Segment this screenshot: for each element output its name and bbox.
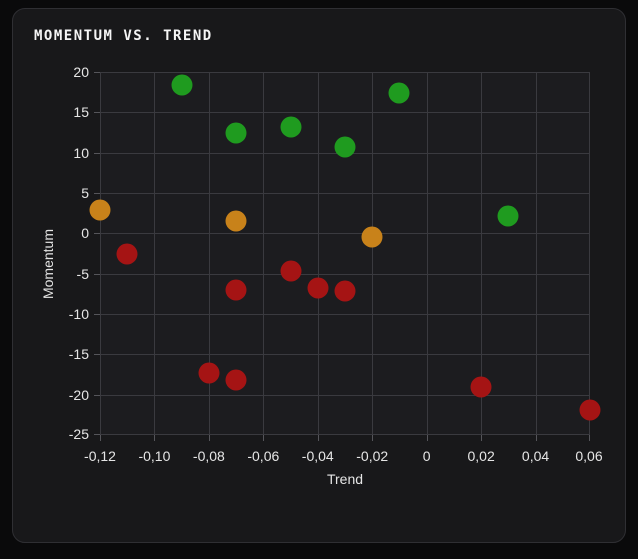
x-tick-mark xyxy=(426,435,428,441)
scatter-point-orange[interactable] xyxy=(361,226,383,248)
y-tick-mark xyxy=(94,394,100,396)
y-tick-mark xyxy=(94,273,100,275)
scatter-point-red[interactable] xyxy=(280,260,302,282)
x-tick-label: -0,02 xyxy=(356,448,389,464)
grid-line-horizontal xyxy=(100,394,590,396)
x-tick-mark xyxy=(154,435,156,441)
grid-line-horizontal xyxy=(100,112,590,114)
grid-line-horizontal xyxy=(100,434,590,435)
grid-line-horizontal xyxy=(100,233,590,235)
x-tick-mark xyxy=(372,435,374,441)
y-tick-label: -10 xyxy=(68,306,89,322)
grid-line-vertical xyxy=(100,72,101,435)
y-tick-label: -20 xyxy=(68,386,89,403)
y-tick-label: 15 xyxy=(73,104,89,121)
grid-line-horizontal xyxy=(100,193,590,194)
scatter-point-orange[interactable] xyxy=(225,210,247,232)
grid-line-vertical xyxy=(589,72,590,435)
scatter-point-red[interactable] xyxy=(225,369,247,391)
x-tick-label: -0,10 xyxy=(138,448,171,464)
x-axis-title: Trend xyxy=(326,471,364,487)
x-tick-mark xyxy=(481,435,483,441)
y-axis-title: Momentum xyxy=(40,228,56,300)
scatter-point-red[interactable] xyxy=(470,376,492,398)
grid-line-vertical xyxy=(426,72,428,435)
grid-line-vertical xyxy=(263,72,265,435)
y-tick-mark xyxy=(94,193,100,194)
x-tick-label: 0 xyxy=(422,448,431,464)
x-tick-label: -0,12 xyxy=(84,448,116,464)
scatter-point-red[interactable] xyxy=(116,243,138,264)
x-tick-label: -0,06 xyxy=(247,448,280,464)
y-tick-mark xyxy=(94,233,100,235)
grid-line-horizontal xyxy=(100,314,590,315)
y-tick-label: 0 xyxy=(81,225,89,242)
plot-area[interactable] xyxy=(89,72,601,435)
x-tick-mark xyxy=(263,435,265,441)
x-tick-mark xyxy=(208,435,210,441)
x-tick-mark xyxy=(589,435,590,441)
x-tick-mark xyxy=(100,435,101,441)
y-tick-label: 20 xyxy=(73,64,89,80)
y-tick-mark xyxy=(94,314,100,315)
x-tick-mark xyxy=(317,435,319,441)
chart-card: MOMENTUM VS. TREND -0,12 -0,10 -0,08 -0,06 -… xyxy=(12,8,626,543)
x-tick-label: -0,08 xyxy=(192,448,225,464)
scatter-point-green[interactable] xyxy=(280,116,302,138)
grid-line-vertical xyxy=(208,72,210,435)
x-tick-label: 0,04 xyxy=(521,448,550,464)
scatter-point-orange[interactable] xyxy=(89,199,111,221)
y-tick-mark xyxy=(94,354,100,356)
scatter-point-red[interactable] xyxy=(579,399,601,421)
y-tick-label: -15 xyxy=(68,346,89,363)
grid-line-vertical xyxy=(317,72,319,435)
x-tick-label: 0,06 xyxy=(575,448,603,464)
y-tick-label: 10 xyxy=(73,144,89,161)
grid-line-horizontal xyxy=(100,273,590,275)
x-tick-label: 0,02 xyxy=(467,448,495,464)
grid-line-vertical xyxy=(372,72,374,435)
scatter-point-green[interactable] xyxy=(225,122,247,143)
y-tick-label: 5 xyxy=(81,185,89,201)
grid-line-horizontal xyxy=(100,72,590,73)
scatter-point-green[interactable] xyxy=(497,205,519,227)
grid-line-vertical xyxy=(154,72,156,435)
y-tick-mark xyxy=(94,72,100,73)
y-tick-mark xyxy=(94,434,100,435)
grid-line-vertical xyxy=(535,72,537,435)
grid-line-horizontal xyxy=(100,354,590,356)
scatter-point-red[interactable] xyxy=(334,280,356,302)
y-tick-label: -5 xyxy=(76,265,89,282)
y-tick-mark xyxy=(94,152,100,154)
x-tick-mark xyxy=(535,435,537,441)
scatter-point-green[interactable] xyxy=(171,74,193,96)
scatter-point-green[interactable] xyxy=(388,82,410,104)
y-tick-label: -25 xyxy=(68,426,89,442)
grid-line-vertical xyxy=(481,72,483,435)
scatter-point-green[interactable] xyxy=(334,136,356,158)
scatter-point-red[interactable] xyxy=(198,362,220,384)
x-tick-label: -0,04 xyxy=(301,448,334,464)
scatter-point-red[interactable] xyxy=(307,277,329,299)
y-tick-mark xyxy=(94,112,100,114)
chart-title: MOMENTUM VS. TREND xyxy=(34,28,213,44)
scatter-point-red[interactable] xyxy=(225,279,247,301)
